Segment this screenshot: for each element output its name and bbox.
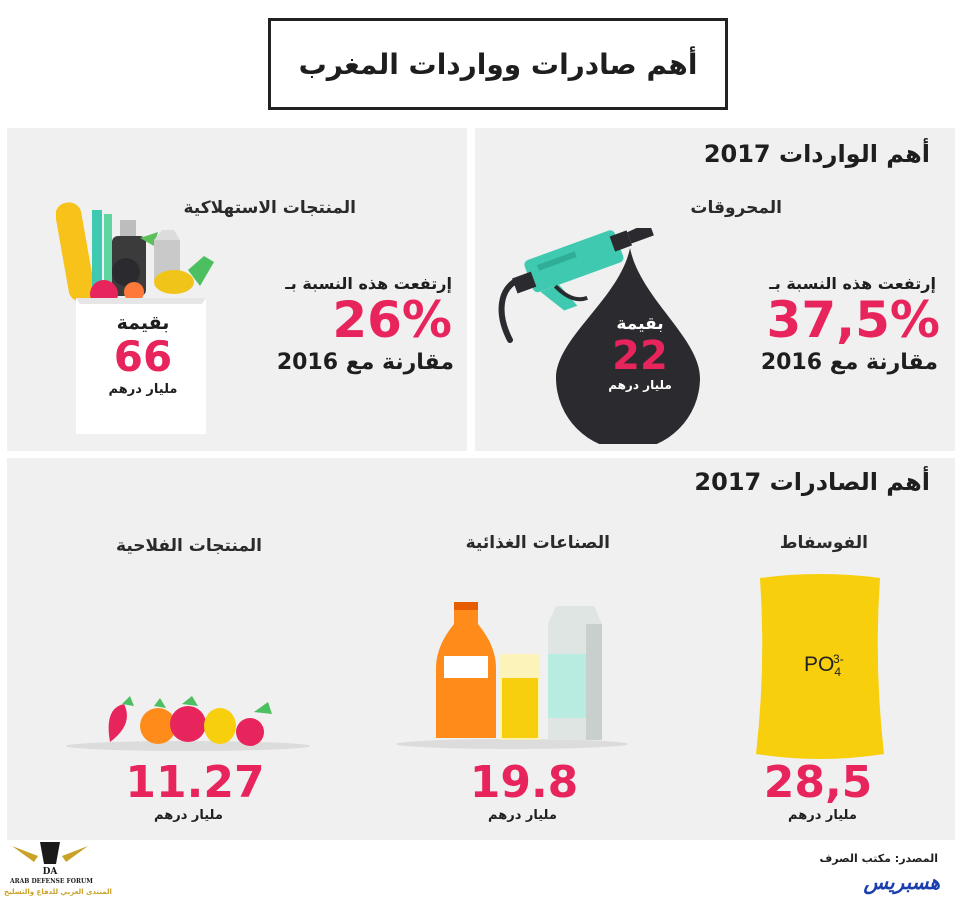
consumer-value: 66 xyxy=(113,332,173,381)
phosphate-formula: PO43- xyxy=(804,652,852,679)
consumer-rise-text: إرتفعت هذه النسبة بـ xyxy=(285,274,452,293)
watermark-subtitle: المنتدى العربي للدفاع والتسليح xyxy=(4,888,112,896)
fuel-rise-text: إرتفعت هذه النسبة بـ xyxy=(769,274,936,293)
brand-logo: هسبريس xyxy=(863,870,940,894)
food-industry-unit: مليار درهم xyxy=(488,808,557,823)
food-products-icon xyxy=(396,602,628,749)
grocery-bag-icon xyxy=(56,202,214,434)
arab-defense-forum-logo-icon: DA xyxy=(12,842,88,877)
agri-products-value: 11.27 xyxy=(125,757,265,808)
consumer-percent: 26% xyxy=(332,291,452,349)
food-industry-value: 19.8 xyxy=(469,757,579,808)
agri-products-label: المنتجات الفلاحية xyxy=(116,536,262,556)
fuel-label: المحروقات xyxy=(690,198,782,218)
phosphate-value: 28,5 xyxy=(763,757,873,808)
fuel-value: 22 xyxy=(612,333,668,379)
watermark-title: ARAB DEFENSE FORUM xyxy=(10,878,93,885)
exports-section-title: أهم الصادرات 2017 xyxy=(694,468,930,496)
agri-products-unit: مليار درهم xyxy=(154,808,223,823)
phosphate-formula-main: PO xyxy=(804,653,835,676)
fuel-pump-nozzle-icon xyxy=(498,228,700,444)
phosphate-formula-sub: 4 xyxy=(834,665,842,680)
phosphate-label: الفوسفاط xyxy=(779,533,868,553)
svg-text:DA: DA xyxy=(43,867,59,877)
consumer-compare: مقارنة مع 2016 xyxy=(276,350,454,375)
consumer-value-prefix: بقيمة xyxy=(116,312,170,334)
fuel-compare: مقارنة مع 2016 xyxy=(760,350,938,375)
fruits-icon xyxy=(66,696,310,751)
consumer-label: المنتجات الاستهلاكية xyxy=(183,198,356,218)
consumer-value-unit: مليار درهم xyxy=(108,382,178,397)
food-industry-label: الصناعات الغذائية xyxy=(465,533,610,553)
fuel-value-unit: مليار درهم xyxy=(608,378,672,392)
source-note: المصدر: مكتب الصرف xyxy=(819,852,938,865)
main-title: أهم صادرات وواردات المغرب xyxy=(268,18,728,110)
fuel-value-prefix: بقيمة xyxy=(616,314,664,334)
phosphate-sack-icon xyxy=(756,574,884,759)
phosphate-unit: مليار درهم xyxy=(788,808,857,823)
imports-section-title: أهم الواردات 2017 xyxy=(703,140,930,168)
phosphate-formula-sup: 3- xyxy=(833,652,844,666)
fuel-percent: 37,5% xyxy=(766,291,940,349)
